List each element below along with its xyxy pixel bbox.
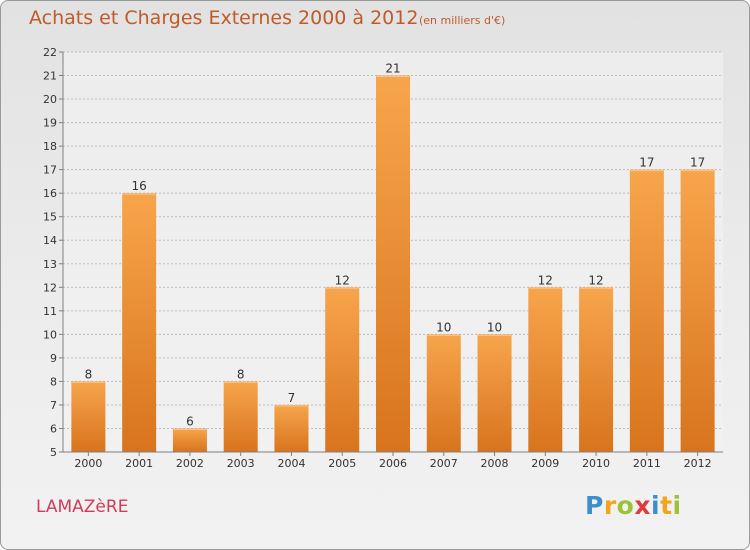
x-tick-label: 2005 (328, 457, 356, 470)
y-tick-label: 5 (50, 446, 57, 459)
data-label: 12 (538, 273, 553, 287)
y-tick-label: 21 (43, 70, 57, 83)
bar-2000 (71, 381, 106, 452)
bar-2004 (274, 404, 309, 452)
x-tick-label: 2002 (176, 457, 204, 470)
x-tick-label: 2001 (125, 457, 153, 470)
y-tick-label: 19 (43, 117, 57, 130)
x-tick-label: 2012 (684, 457, 712, 470)
y-tick-label: 13 (43, 258, 57, 271)
data-label: 12 (335, 273, 350, 287)
y-tick-label: 20 (43, 93, 57, 106)
commune-name: LAMAZèRE (36, 497, 129, 517)
x-tick-label: 2006 (379, 457, 407, 470)
y-tick-label: 9 (50, 352, 57, 365)
logo-letter: r (603, 491, 617, 520)
y-tick-label: 17 (43, 164, 57, 177)
x-tick-label: 2007 (430, 457, 458, 470)
data-label: 17 (639, 156, 654, 170)
y-tick-label: 14 (43, 234, 57, 247)
x-tick-label: 2008 (481, 457, 509, 470)
data-label: 7 (288, 391, 296, 405)
logo-letter: o (616, 491, 635, 520)
logo-letter: t (660, 491, 673, 520)
bar-2008 (477, 334, 512, 452)
data-label: 17 (690, 156, 705, 170)
bar-2011 (629, 169, 664, 452)
chart-title: Achats et Charges Externes 2000 à 2012 (29, 7, 419, 29)
y-tick-label: 11 (43, 305, 57, 318)
proxiti-logo: Proxiti (585, 491, 682, 520)
logo-letter: x (634, 491, 651, 520)
bar-2003 (223, 381, 258, 452)
y-tick-label: 15 (43, 211, 57, 224)
data-label: 16 (132, 179, 147, 193)
bar-2006 (376, 75, 410, 452)
logo-letter: i (651, 491, 661, 520)
y-tick-label: 18 (43, 140, 57, 153)
bar-2007 (426, 334, 461, 452)
x-tick-label: 2000 (74, 457, 102, 470)
x-tick-label: 2009 (531, 457, 559, 470)
logo-letter: i (672, 491, 682, 520)
data-label: 21 (385, 62, 400, 76)
bar-2009 (528, 287, 563, 452)
y-tick-label: 10 (43, 328, 57, 341)
chart-unit: (en milliers d'€) (419, 14, 506, 27)
data-label: 10 (487, 320, 502, 334)
y-tick-label: 8 (50, 375, 57, 388)
x-tick-label: 2010 (582, 457, 610, 470)
bar-2010 (579, 287, 614, 452)
data-label: 6 (186, 414, 194, 428)
y-tick-label: 22 (43, 46, 57, 59)
y-tick-label: 12 (43, 281, 57, 294)
x-tick-label: 2004 (277, 457, 305, 470)
x-tick-label: 2003 (227, 457, 255, 470)
logo-letter: P (585, 491, 604, 520)
data-label: 8 (237, 367, 245, 381)
y-tick-label: 16 (43, 187, 57, 200)
data-label: 8 (85, 367, 93, 381)
data-label: 10 (436, 320, 451, 334)
bar-2002 (172, 428, 207, 452)
y-tick-label: 7 (50, 399, 57, 412)
x-tick-label: 2011 (633, 457, 661, 470)
bar-2012 (680, 169, 715, 452)
bar-2005 (325, 287, 360, 452)
data-label: 12 (588, 273, 603, 287)
bar-2001 (122, 193, 157, 453)
y-tick-label: 6 (50, 422, 57, 435)
